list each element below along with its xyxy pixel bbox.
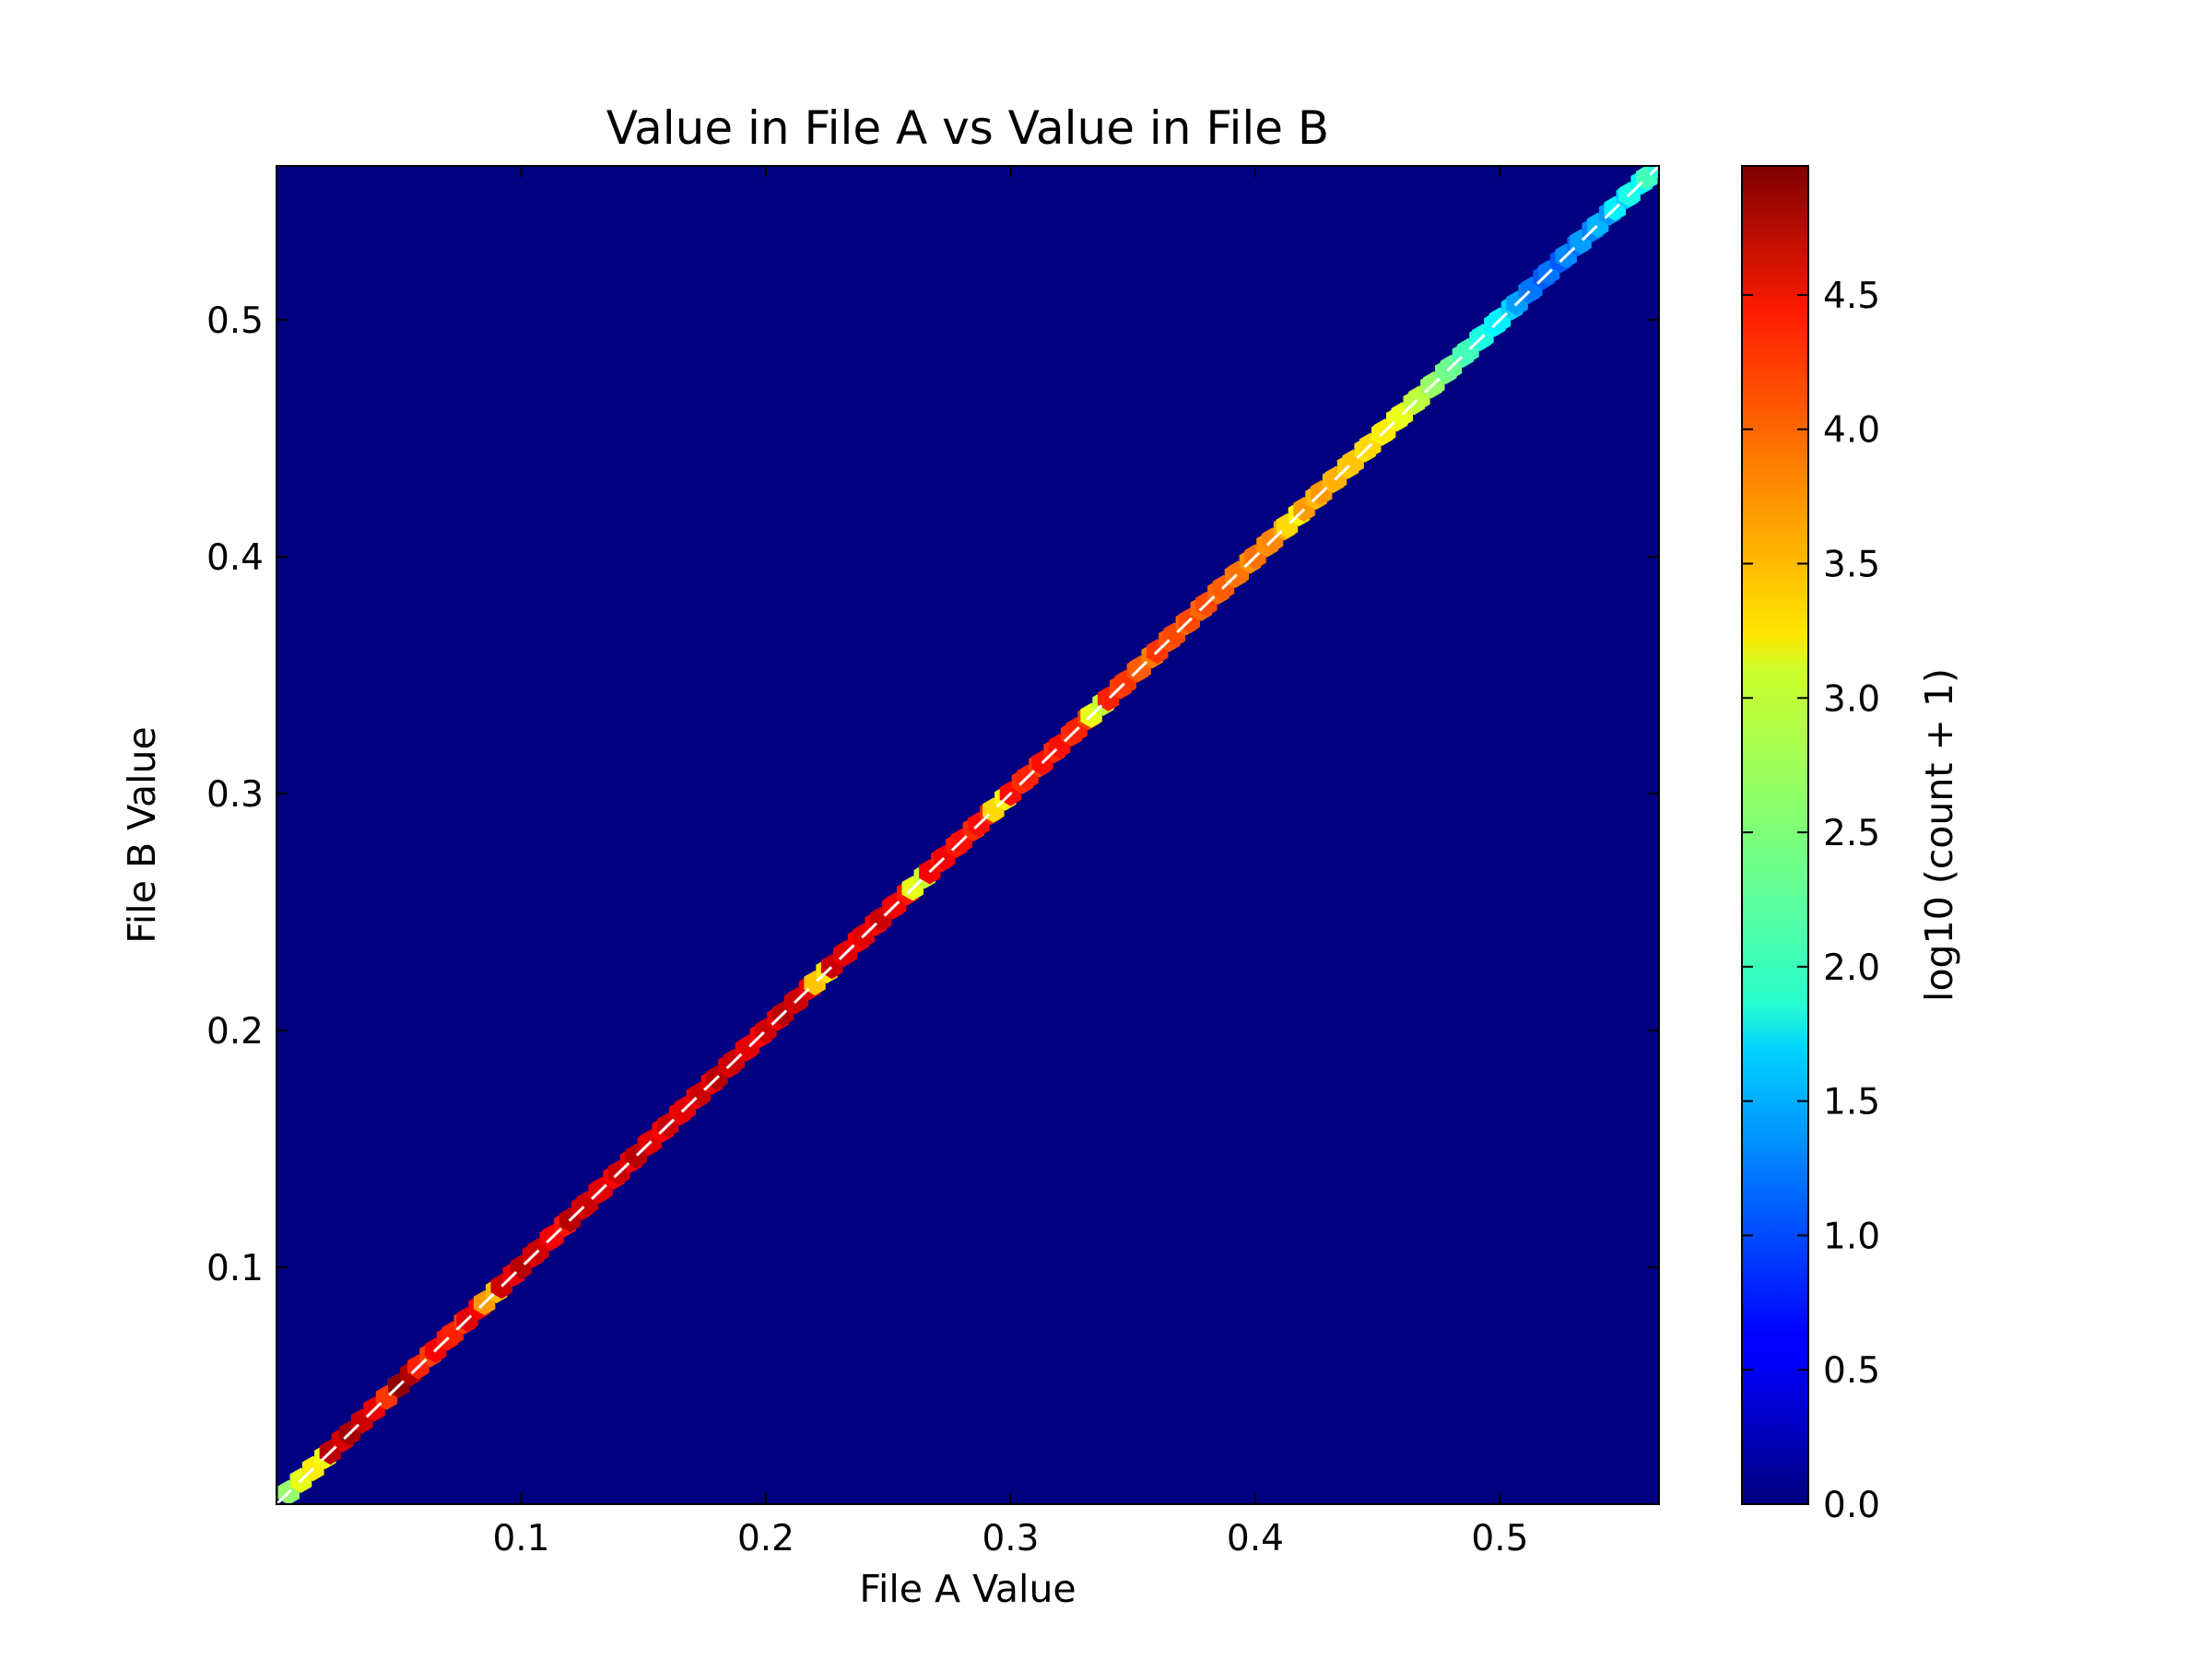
colorbar-gradient [1741,165,1809,1505]
colorbar-tick-label: 2.0 [1823,947,1880,989]
reference-line [276,166,1659,1504]
x-axis-title: File A Value [859,1567,1076,1611]
colorbar-ticks: 0.0 0.5 1.0 1.5 2.0 2.5 3.0 3.5 4.0 4.5 [1742,276,1880,1526]
y-tick-label: 0.5 [206,300,264,342]
x-tick-label: 0.1 [492,1518,549,1559]
x-tick-label: 0.4 [1227,1518,1284,1559]
y-axis-title: File B Value [120,726,164,943]
x-tick-label: 0.3 [982,1518,1039,1559]
chart-title: Value in File A vs Value in File B [606,101,1329,155]
colorbar-tick-label: 0.0 [1823,1485,1880,1526]
plot-frame [276,165,1660,1505]
colorbar-tick-label: 4.5 [1823,276,1880,317]
y-tick-label: 0.4 [206,537,264,579]
y-axis: 0.1 0.2 0.3 0.4 0.5 [206,300,1659,1289]
y-tick-label: 0.3 [206,774,264,816]
x-tick-label: 0.5 [1471,1518,1528,1559]
colorbar-tick-label: 3.5 [1823,545,1880,586]
plot-area: 0.1 0.2 0.3 0.4 0.5 0.1 0.2 0.3 0.4 0.5 [206,165,1660,1559]
colorbar-tick-label: 3.0 [1823,678,1880,720]
x-tick-label: 0.2 [737,1518,794,1559]
colorbar-label: log10 (count + 1) [1917,668,1961,1002]
x-axis: 0.1 0.2 0.3 0.4 0.5 [492,166,1528,1559]
colorbar-tick-label: 1.0 [1823,1216,1880,1257]
colorbar-tick-label: 4.0 [1823,410,1880,452]
y-tick-label: 0.1 [206,1248,264,1289]
colorbar-tick-label: 0.5 [1823,1350,1880,1392]
colorbar-tick-label: 2.5 [1823,813,1880,854]
colorbar-tick-label: 1.5 [1823,1082,1880,1124]
colorbar: 0.0 0.5 1.0 1.5 2.0 2.5 3.0 3.5 4.0 4.5 log10 (co… [1741,165,1961,1526]
y-tick-label: 0.2 [206,1011,264,1053]
